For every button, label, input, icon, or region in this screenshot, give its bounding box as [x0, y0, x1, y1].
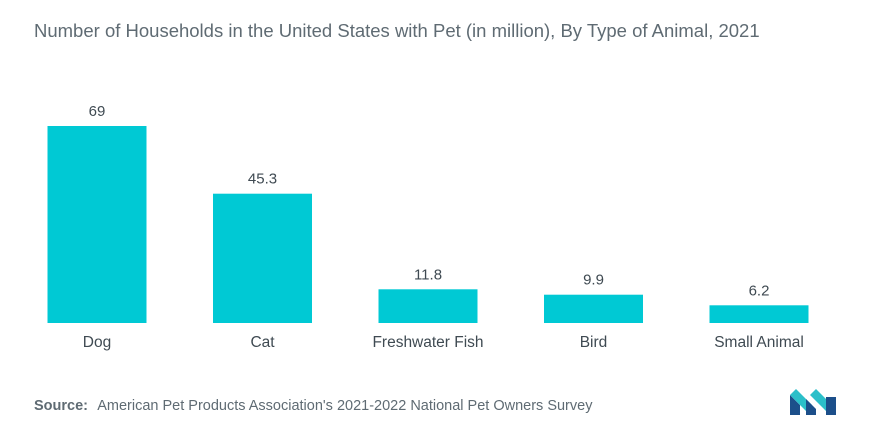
- category-label-bird: Bird: [580, 334, 608, 351]
- bar-cat: [213, 193, 312, 323]
- mordor-intelligence-logo-icon: [790, 389, 836, 415]
- bar-dog: [47, 126, 147, 323]
- bar-bird: [544, 294, 643, 323]
- category-label-freshwater-fish: Freshwater Fish: [372, 334, 483, 351]
- bar-freshwater-fish: [378, 289, 478, 323]
- bar-small-animal: [709, 305, 809, 323]
- category-label-dog: Dog: [83, 334, 111, 351]
- chart-title: Number of Households in the United State…: [34, 20, 760, 41]
- bars-layer: [47, 126, 809, 323]
- category-labels-layer: Dog Cat Freshwater Fish Bird Small Animal: [83, 334, 804, 351]
- value-label-freshwater-fish: 11.8: [414, 266, 442, 283]
- value-labels-layer: 69 45.3 11.8 9.9 6.2: [89, 103, 770, 299]
- source-text: American Pet Products Association's 2021…: [97, 398, 593, 414]
- value-label-bird: 9.9: [583, 272, 604, 289]
- source-note: Source: American Pet Products Associatio…: [34, 398, 592, 414]
- value-label-cat: 45.3: [248, 171, 277, 188]
- source-label: Source:: [34, 398, 88, 414]
- value-label-small-animal: 6.2: [749, 282, 770, 299]
- value-label-dog: 69: [89, 103, 106, 120]
- category-label-small-animal: Small Animal: [714, 334, 804, 351]
- category-label-cat: Cat: [250, 334, 275, 351]
